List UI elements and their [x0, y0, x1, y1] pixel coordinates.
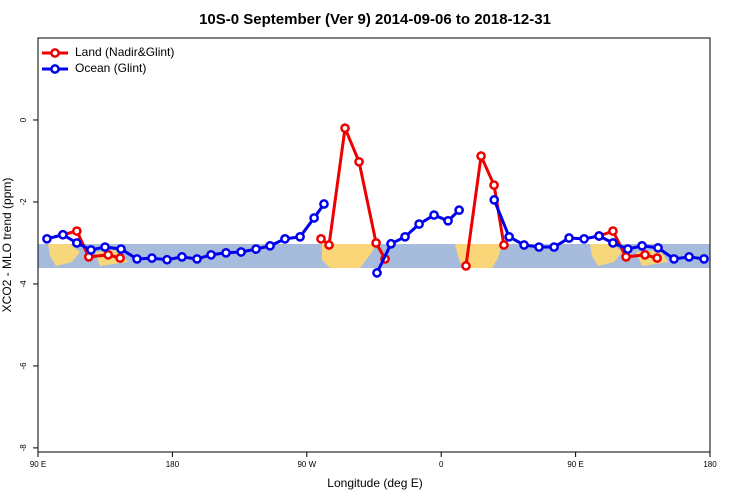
- data-point: [221, 247, 231, 258]
- data-point: [100, 242, 110, 252]
- data-point: [386, 238, 396, 249]
- data-point: [58, 229, 68, 240]
- data-point: [71, 226, 82, 236]
- data-point: [265, 240, 275, 251]
- data-point: [476, 151, 486, 161]
- data-point: [621, 252, 631, 262]
- data-point: [669, 254, 679, 264]
- x-tick-label: 90 E: [567, 460, 583, 469]
- x-tick-label: 180: [703, 460, 717, 469]
- data-point: [177, 252, 187, 262]
- data-point: [103, 249, 114, 260]
- data-point: [499, 240, 509, 250]
- data-point: [116, 244, 126, 254]
- data-point: [206, 249, 216, 260]
- data-point: [319, 199, 329, 209]
- data-point: [640, 249, 650, 260]
- data-point: [162, 254, 172, 265]
- data-point: [699, 254, 709, 264]
- plot-frame: [37, 37, 711, 453]
- data-point: [316, 234, 326, 244]
- data-point: [295, 231, 305, 242]
- data-point: [354, 156, 364, 167]
- y-tick-label: -6: [19, 362, 28, 370]
- data-point: [340, 123, 350, 134]
- data-point: [608, 238, 618, 248]
- data-point: [579, 234, 589, 244]
- y-tick-label: 0: [19, 117, 28, 122]
- x-tick-label: 0: [439, 460, 444, 469]
- data-point: [71, 238, 82, 248]
- data-point: [637, 240, 647, 251]
- data-point: [236, 247, 246, 257]
- x-tick-label: 90 E: [30, 460, 46, 469]
- y-axis-label: XCO2 - MLO trend (ppm): [0, 178, 14, 313]
- x-axis-label: Longitude (deg E): [327, 476, 422, 490]
- x-tick-label: 180: [166, 460, 180, 469]
- data-point: [414, 219, 424, 229]
- data-point: [372, 268, 382, 278]
- chart-title: 10S-0 September (Ver 9) 2014-09-06 to 20…: [199, 11, 551, 28]
- legend-label: Ocean (Glint): [75, 61, 146, 75]
- data-point: [489, 195, 500, 205]
- data-point: [454, 205, 464, 216]
- data-point: [489, 180, 499, 191]
- data-point: [192, 254, 202, 264]
- data-point: [623, 244, 633, 254]
- legend-label: Land (Nadir&Glint): [75, 45, 174, 59]
- data-point: [251, 244, 261, 254]
- data-point: [429, 210, 439, 220]
- data-point: [653, 243, 663, 253]
- y-tick-label: -8: [19, 444, 28, 452]
- data-point: [400, 231, 410, 242]
- data-point: [594, 231, 604, 241]
- data-point: [608, 226, 618, 236]
- data-point: [86, 245, 96, 255]
- data-point: [519, 240, 529, 250]
- data-point: [147, 253, 157, 263]
- data-point: [549, 242, 559, 252]
- y-tick-label: -2: [19, 198, 28, 206]
- data-point: [534, 242, 544, 252]
- data-point: [115, 253, 125, 263]
- data-point: [324, 240, 334, 250]
- y-tick-label: -4: [19, 280, 28, 288]
- data-point: [564, 233, 574, 243]
- data-point: [280, 234, 290, 244]
- data-point: [652, 253, 662, 263]
- legend-marker: [50, 48, 60, 58]
- data-point: [309, 213, 319, 223]
- data-point: [684, 252, 694, 262]
- x-tick-label: 90 W: [297, 460, 316, 469]
- legend-marker: [50, 64, 60, 74]
- data-point: [461, 261, 471, 271]
- data-point: [371, 238, 381, 248]
- data-point: [443, 215, 453, 226]
- data-point: [504, 231, 514, 242]
- data-point: [42, 234, 52, 244]
- data-point: [132, 254, 142, 264]
